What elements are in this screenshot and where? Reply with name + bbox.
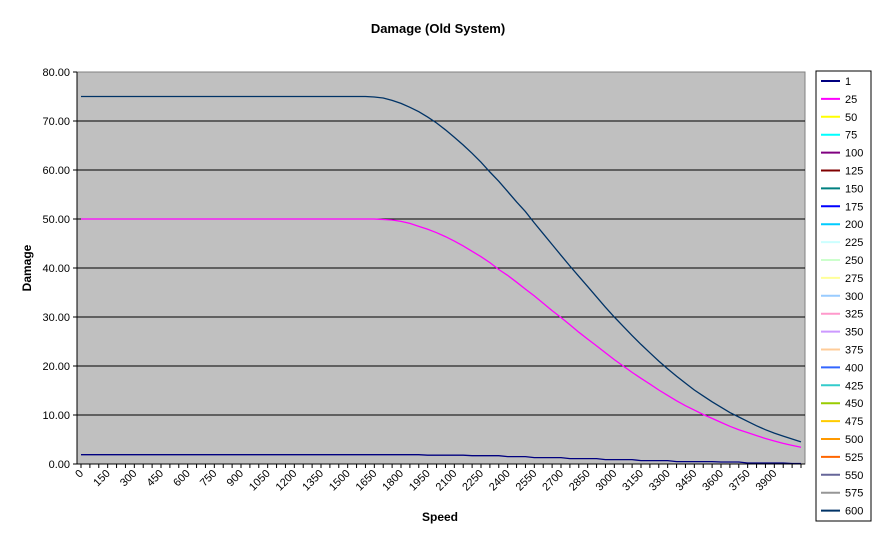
series-line-25 (81, 218, 802, 448)
legend-item: 500 (821, 434, 863, 446)
legend-item: 375 (821, 345, 863, 357)
x-tick-label: 900 (225, 468, 246, 489)
legend-label: 200 (845, 219, 863, 231)
y-tick-label: 30.00 (42, 312, 70, 324)
x-tick-label: 450 (145, 468, 166, 489)
legend-label: 375 (845, 345, 863, 357)
legend-label: 125 (845, 166, 863, 178)
legend-label: 250 (845, 255, 863, 267)
legend-item: 100 (821, 148, 863, 160)
y-tick-label: 40.00 (42, 263, 70, 275)
x-tick-label: 3900 (754, 468, 780, 494)
x-tick-label: 1500 (327, 468, 353, 494)
x-tick-label: 300 (118, 468, 139, 489)
y-tick-label: 80.00 (42, 67, 70, 79)
legend-item: 350 (821, 327, 863, 339)
legend-item: 225 (821, 237, 863, 249)
legend-label: 275 (845, 273, 863, 285)
legend-item: 150 (821, 183, 863, 195)
legend-label: 100 (845, 148, 863, 160)
x-tick-label: 2850 (567, 468, 593, 494)
x-tick-label: 3000 (594, 468, 620, 494)
legend-item: 175 (821, 201, 863, 213)
legend: 1255075100125150175200225250275300325350… (821, 76, 863, 518)
legend-label: 1 (845, 76, 851, 88)
y-axis-label: Damage (20, 244, 34, 291)
x-tick-label: 150 (91, 468, 112, 489)
legend-item: 575 (821, 488, 863, 500)
legend-label: 150 (845, 183, 863, 195)
legend-label: 550 (845, 470, 863, 482)
legend-item: 250 (821, 255, 863, 267)
x-tick-label: 3600 (700, 468, 726, 494)
legend-label: 450 (845, 398, 863, 410)
legend-item: 450 (821, 398, 863, 410)
series-line-1 (81, 454, 801, 465)
x-axis-label: Speed (422, 510, 458, 524)
x-tick-label: 1650 (354, 468, 380, 494)
series-line-600 (81, 95, 802, 443)
x-tick-label: 3150 (620, 468, 646, 494)
y-tick-label: 70.00 (42, 116, 70, 128)
legend-label: 50 (845, 112, 857, 124)
legend-item: 325 (821, 309, 863, 321)
legend-label: 475 (845, 416, 863, 428)
legend-item: 125 (821, 166, 863, 178)
x-tick-label: 3300 (647, 468, 673, 494)
legend-item: 1 (821, 76, 851, 88)
x-tick-label: 2250 (460, 468, 486, 494)
legend-label: 300 (845, 291, 863, 303)
legend-label: 25 (845, 94, 857, 106)
legend-label: 525 (845, 452, 863, 464)
y-tick-label: 60.00 (42, 165, 70, 177)
x-tick-label: 1350 (300, 468, 326, 494)
legend-label: 325 (845, 309, 863, 321)
legend-item: 275 (821, 273, 863, 285)
legend-label: 350 (845, 327, 863, 339)
legend-item: 525 (821, 452, 863, 464)
x-tick-label: 750 (198, 468, 219, 489)
x-tick-label: 2700 (540, 468, 566, 494)
legend-item: 400 (821, 362, 863, 374)
legend-label: 225 (845, 237, 863, 249)
legend-label: 575 (845, 488, 863, 500)
legend-item: 75 (821, 130, 857, 142)
x-tick-label: 0 (73, 468, 86, 481)
x-tick-label: 3750 (727, 468, 753, 494)
legend-item: 425 (821, 380, 863, 392)
x-tick-label: 1050 (247, 468, 273, 494)
legend-item: 50 (821, 112, 857, 124)
legend-label: 75 (845, 130, 857, 142)
x-tick-label: 1800 (380, 468, 406, 494)
legend-label: 600 (845, 506, 863, 518)
x-tick-label: 3450 (674, 468, 700, 494)
x-tick-label: 600 (171, 468, 192, 489)
legend-label: 500 (845, 434, 863, 446)
y-tick-label: 10.00 (42, 410, 70, 422)
x-tick-label: 2400 (487, 468, 513, 494)
legend-item: 550 (821, 470, 863, 482)
y-tick-label: 0.00 (49, 459, 70, 471)
x-tick-label: 1200 (274, 468, 300, 494)
chart-title: Damage (Old System) (371, 21, 505, 36)
legend-item: 475 (821, 416, 863, 428)
legend-item: 600 (821, 506, 863, 518)
y-tick-label: 20.00 (42, 361, 70, 373)
y-tick-label: 50.00 (42, 214, 70, 226)
legend-item: 300 (821, 291, 863, 303)
legend-label: 175 (845, 201, 863, 213)
legend-label: 400 (845, 362, 863, 374)
legend-label: 425 (845, 380, 863, 392)
legend-item: 25 (821, 94, 857, 106)
legend-item: 200 (821, 219, 863, 231)
x-tick-label: 1950 (407, 468, 433, 494)
x-tick-label: 2550 (514, 468, 540, 494)
x-tick-label: 2100 (434, 468, 460, 494)
